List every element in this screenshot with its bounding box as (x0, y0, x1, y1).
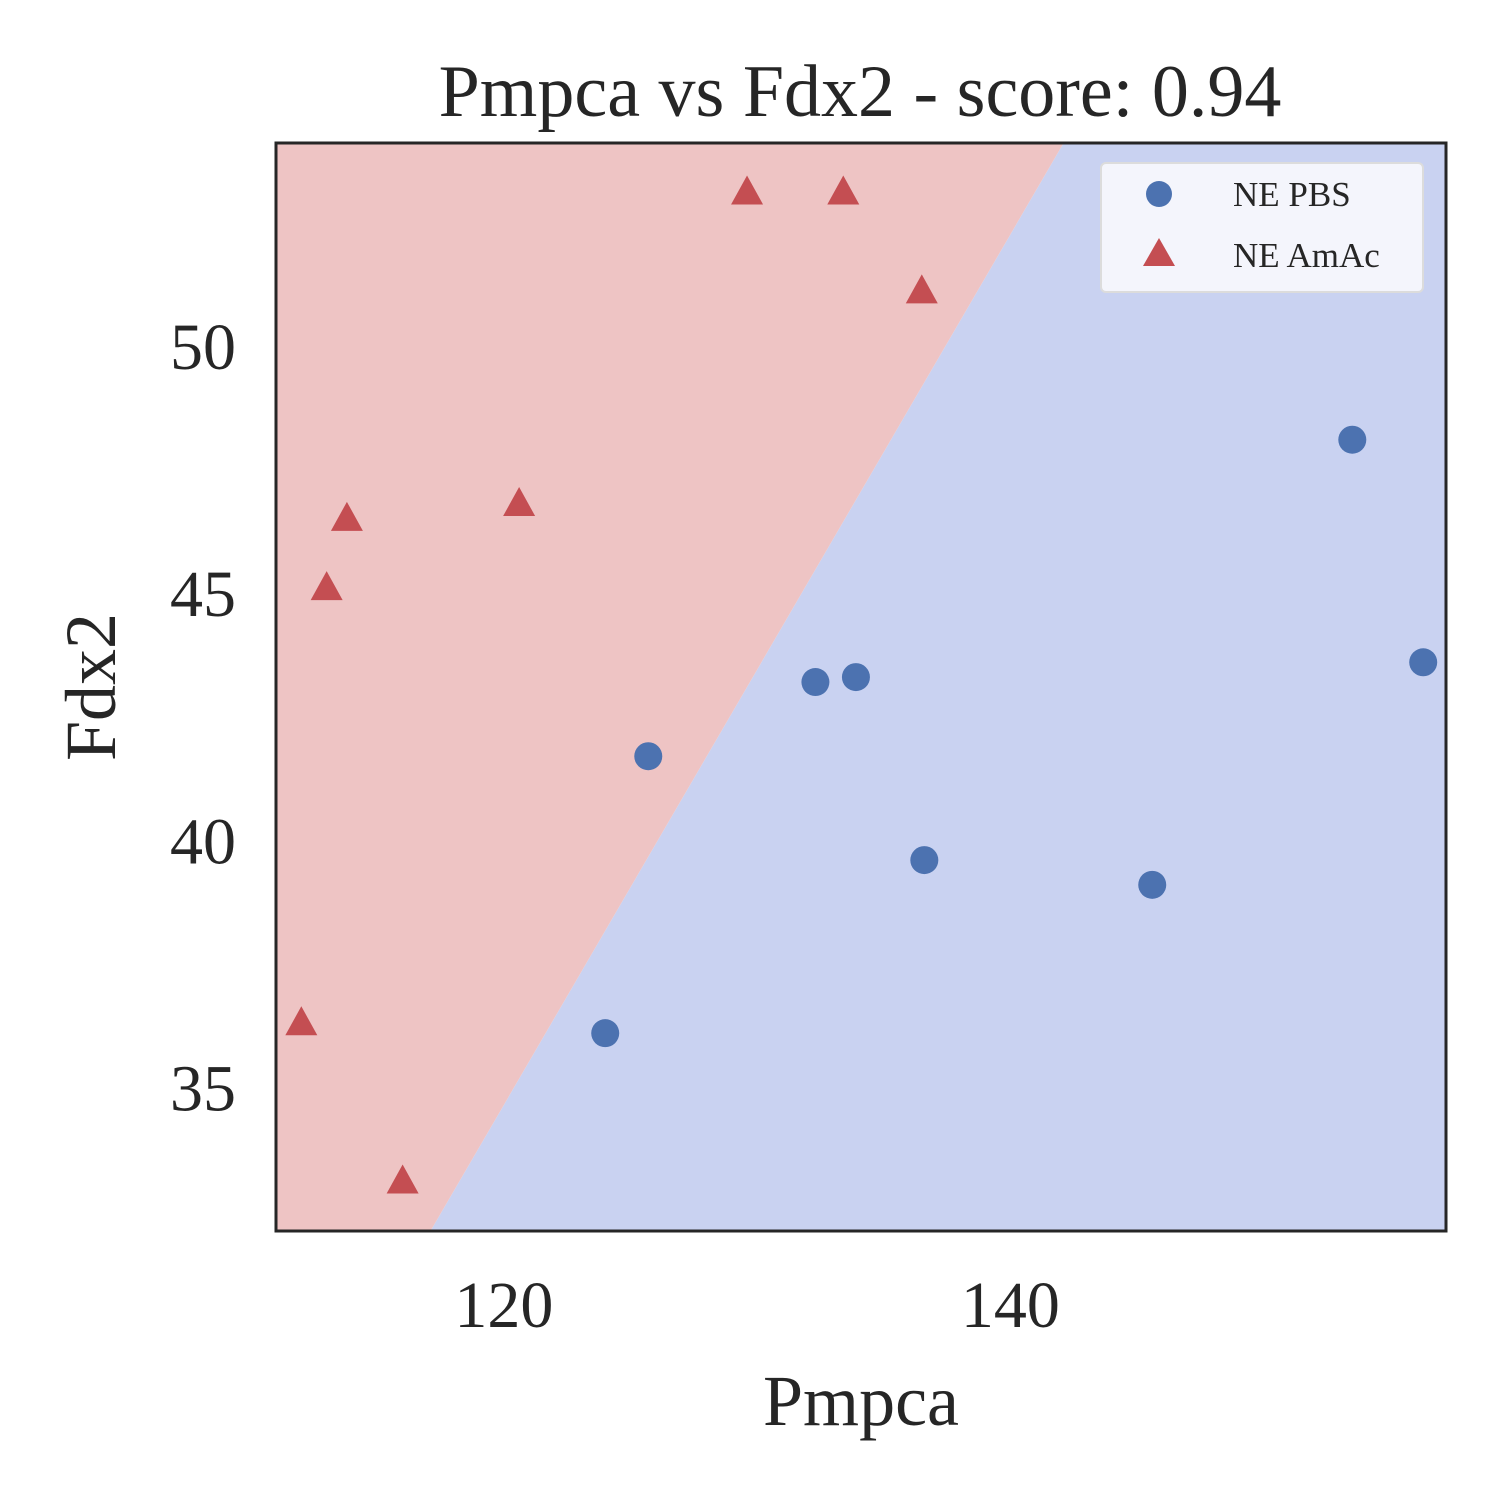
data-point-ne-pbs (591, 1019, 620, 1048)
data-point-ne-pbs (841, 663, 870, 692)
data-point-ne-pbs (634, 742, 663, 771)
x-ticks: 120 140 (454, 1269, 1059, 1342)
data-point-ne-amac (731, 175, 764, 205)
legend-label-ne-amac: NE AmAc (1233, 236, 1380, 275)
data-point-ne-amac (386, 1164, 419, 1194)
legend-box (1100, 162, 1424, 293)
y-tick-label: 40 (170, 805, 236, 878)
x-tick-label: 140 (961, 1269, 1060, 1342)
data-point-ne-amac (827, 175, 860, 205)
y-tick-label: 45 (170, 558, 236, 631)
plot-area (276, 143, 1446, 1231)
data-point-ne-amac (285, 1006, 318, 1036)
data-point-ne-amac (330, 501, 363, 531)
plot-frame (274, 141, 1448, 1233)
y-tick-label: 35 (170, 1053, 236, 1126)
y-ticks: 35 40 45 50 (170, 311, 236, 1126)
decision-region-ne-pbs (430, 143, 1446, 1231)
y-axis-label: Fdx2 (51, 613, 131, 761)
legend-marker-ne-amac (1143, 238, 1175, 266)
data-point-ne-pbs (910, 846, 939, 875)
data-points (285, 175, 1438, 1194)
legend: NE PBS NE AmAc (1100, 162, 1424, 293)
data-point-ne-pbs (1338, 425, 1367, 454)
legend-label-ne-pbs: NE PBS (1233, 175, 1351, 214)
data-point-ne-amac (905, 274, 938, 304)
data-point-ne-amac (503, 487, 536, 517)
chart-title: Pmpca vs Fdx2 - score: 0.94 (439, 51, 1282, 133)
x-axis-label: Pmpca (763, 1361, 959, 1441)
data-point-ne-pbs (801, 668, 830, 697)
decision-region-ne-amac (276, 143, 1064, 1231)
x-tick-label: 120 (454, 1269, 553, 1342)
data-point-ne-pbs (1138, 870, 1167, 899)
data-point-ne-amac (310, 571, 343, 601)
legend-marker-ne-pbs (1146, 181, 1172, 207)
data-point-ne-pbs (1409, 648, 1438, 677)
y-tick-label: 50 (170, 311, 236, 384)
